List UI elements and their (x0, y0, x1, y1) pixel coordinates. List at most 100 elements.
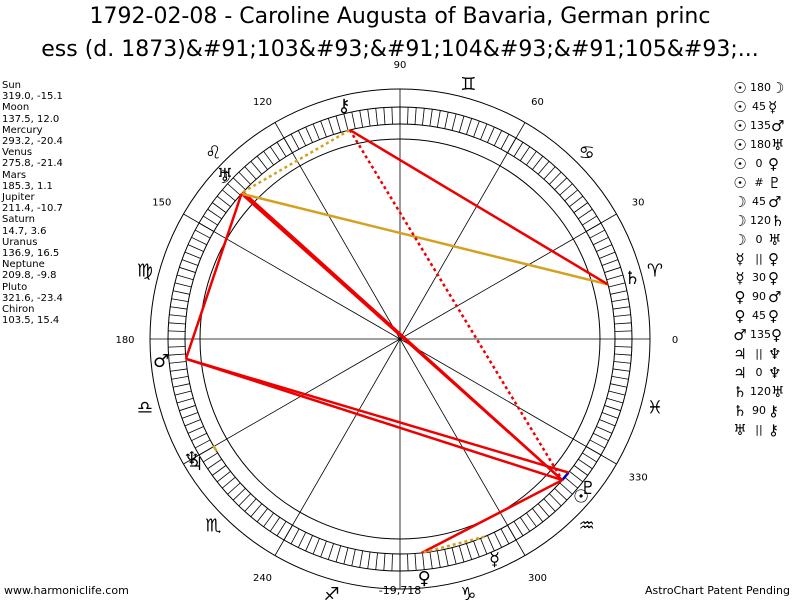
degree-tick (207, 458, 222, 470)
zodiac-aquarius-icon: ♒ (579, 516, 595, 537)
degree-tick (611, 298, 629, 303)
planet-values: 14.7, 3.6 (2, 225, 47, 237)
degree-tick (174, 390, 192, 396)
house-spoke (183, 338, 401, 465)
planet-entry: Jupiter 211.4, -10.7 (2, 192, 122, 214)
aspect-line-sun-uranus (242, 191, 564, 481)
aspect-row: ☿ || ♀ (730, 249, 800, 268)
degree-tick (500, 133, 510, 150)
degree-tick (194, 439, 211, 449)
degree-tick (613, 361, 631, 364)
degree-tick (269, 146, 281, 161)
degree-tick (191, 432, 207, 442)
degree-tick (383, 553, 386, 571)
aspect-planet-1: ♃ (733, 344, 747, 363)
planet-values: 275.8, -21.4 (2, 158, 63, 170)
degree-tick (391, 553, 393, 571)
degree-tick (238, 171, 251, 185)
degree-tick (611, 375, 629, 380)
aspect-planet-2: ♆ (768, 363, 782, 382)
degree-tick (184, 419, 201, 427)
planet-entry: Moon 137.5, 12.0 (2, 102, 122, 124)
degree-tick (168, 346, 186, 348)
planet-values: 209.8, -9.8 (2, 270, 57, 282)
aspect-line-sun-venus (421, 478, 563, 555)
degree-tick (596, 244, 613, 252)
aspect-planet-2: ♀ (768, 306, 779, 325)
aspect-row: ☿ 30 ♀ (730, 268, 800, 287)
degree-label: 240 (253, 573, 272, 584)
degree-tick (414, 553, 417, 571)
aspect-planet-1: ☿ (735, 268, 745, 287)
degree-label: 300 (528, 573, 547, 584)
house-spoke (274, 122, 401, 340)
planet-name: Pluto (2, 281, 28, 293)
aspect-row: ♃ 0 ♆ (730, 363, 800, 382)
aspect-planet-2: ♅ (771, 135, 785, 154)
degree-tick (569, 195, 584, 207)
house-spoke (399, 213, 617, 340)
aspect-planet-2: ♇ (768, 173, 782, 192)
degree-label: 0 (672, 335, 678, 346)
aspect-planet-2: ♅ (771, 382, 785, 401)
degree-tick (187, 426, 204, 434)
degree-tick (554, 488, 568, 501)
footer-notice: AstroChart Patent Pending (644, 584, 790, 597)
aspect-planet-2: ♂ (768, 287, 782, 306)
aspect-planet-2: ♀ (768, 268, 779, 287)
aspect-planet-2: ♀ (768, 154, 779, 173)
degree-tick (216, 195, 231, 207)
degree-tick (359, 550, 364, 568)
aspect-row: ♄ 90 ⚷ (730, 401, 800, 420)
degree-tick (232, 177, 246, 190)
degree-tick (589, 439, 606, 449)
pluto-icon: ♇ (580, 478, 596, 499)
degree-tick (375, 552, 378, 570)
degree-tick (184, 251, 201, 259)
degree-tick (604, 405, 621, 412)
planet-name: Uranus (2, 236, 38, 248)
degree-tick (608, 390, 626, 396)
degree-tick (466, 543, 473, 560)
aspect-planet-1: ☉ (733, 116, 747, 135)
degree-tick (351, 549, 356, 567)
aspect-type: 0 (755, 157, 763, 170)
aspect-type: 45 (752, 195, 766, 208)
degree-tick (343, 113, 349, 131)
aspect-line-uranus-chiron (242, 128, 351, 194)
degree-tick (176, 274, 194, 281)
degree-label: 330 (629, 473, 648, 484)
degree-tick (573, 465, 588, 476)
aspect-planet-1: ☉ (733, 78, 747, 97)
planet-values: 211.4, -10.7 (2, 203, 63, 215)
degree-tick (573, 202, 588, 213)
aspect-row: ♅ || ⚷ (730, 420, 800, 439)
footer-website: www.harmoniclife.com (4, 584, 129, 597)
aspect-type: 90 (752, 290, 766, 303)
degree-tick (320, 540, 327, 558)
degree-tick (537, 503, 550, 517)
degree-tick (263, 151, 274, 166)
planet-entry: Sun 319.0, -15.1 (2, 80, 122, 102)
degree-tick (169, 361, 187, 364)
aspect-row: ☉ 180 ♅ (730, 135, 800, 154)
degree-tick (519, 146, 531, 161)
degree-tick (519, 517, 531, 532)
degree-tick (391, 107, 393, 125)
degree-tick (589, 229, 606, 239)
degree-tick (487, 535, 495, 552)
planet-entry: Venus 275.8, -21.4 (2, 147, 122, 169)
sun-icon: ☉ (573, 486, 589, 507)
degree-tick (297, 532, 307, 548)
degree-tick (171, 375, 189, 380)
jupiter-icon: ♃ (187, 454, 203, 475)
degree-tick (414, 107, 417, 125)
chart-title-line-2: ess (d. 1873)&#91;103&#93;&#91;104&#93;&… (41, 37, 759, 62)
degree-tick (181, 259, 199, 266)
aspect-row: ☉ 180 ☽ (730, 78, 800, 97)
degree-tick (549, 171, 562, 185)
degree-tick (614, 330, 632, 332)
degree-tick (612, 368, 630, 372)
degree-tick (564, 189, 578, 202)
aspect-planet-1: ☉ (733, 173, 747, 192)
